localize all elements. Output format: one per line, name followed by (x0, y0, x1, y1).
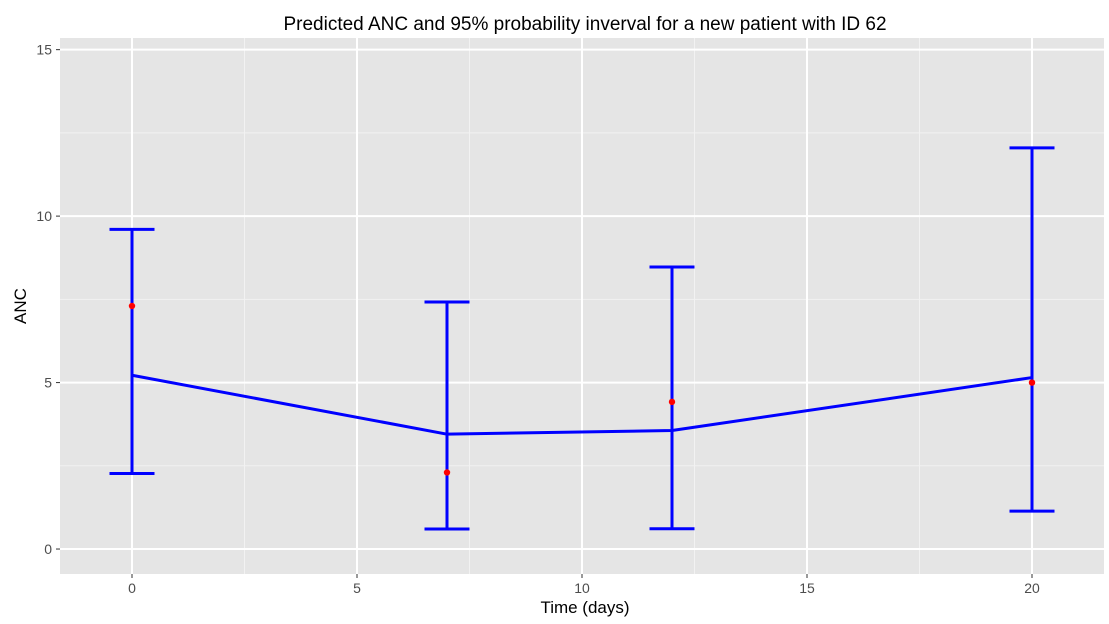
x-tick-label: 5 (353, 580, 361, 596)
y-axis-tick-labels: 0 5 10 15 (36, 42, 52, 557)
observed-point (443, 469, 451, 476)
y-tick-label: 0 (44, 541, 52, 557)
error-bar (424, 300, 470, 531)
y-tick-label: 10 (36, 208, 52, 224)
y-tick-label: 5 (44, 375, 52, 391)
axis-ticks (56, 49, 1033, 578)
x-axis-title: Time (days) (540, 598, 629, 617)
error-bar (1009, 146, 1055, 513)
series-layer (109, 146, 1055, 531)
prediction-line (131, 373, 1033, 436)
error-bar (649, 265, 695, 531)
x-tick-label: 20 (1024, 580, 1040, 596)
major-gridlines (60, 38, 1104, 574)
y-axis-title: ANC (11, 288, 30, 324)
x-axis-tick-labels: 0 5 10 15 20 (128, 580, 1040, 596)
x-tick-label: 15 (799, 580, 815, 596)
observed-point (1028, 379, 1036, 386)
observed-point (128, 302, 136, 310)
x-tick-label: 10 (574, 580, 590, 596)
observed-point (668, 398, 676, 406)
x-tick-label: 0 (128, 580, 136, 596)
error-bar (109, 227, 155, 475)
y-tick-label: 15 (36, 42, 52, 58)
chart-title: Predicted ANC and 95% probability inverv… (283, 14, 886, 35)
